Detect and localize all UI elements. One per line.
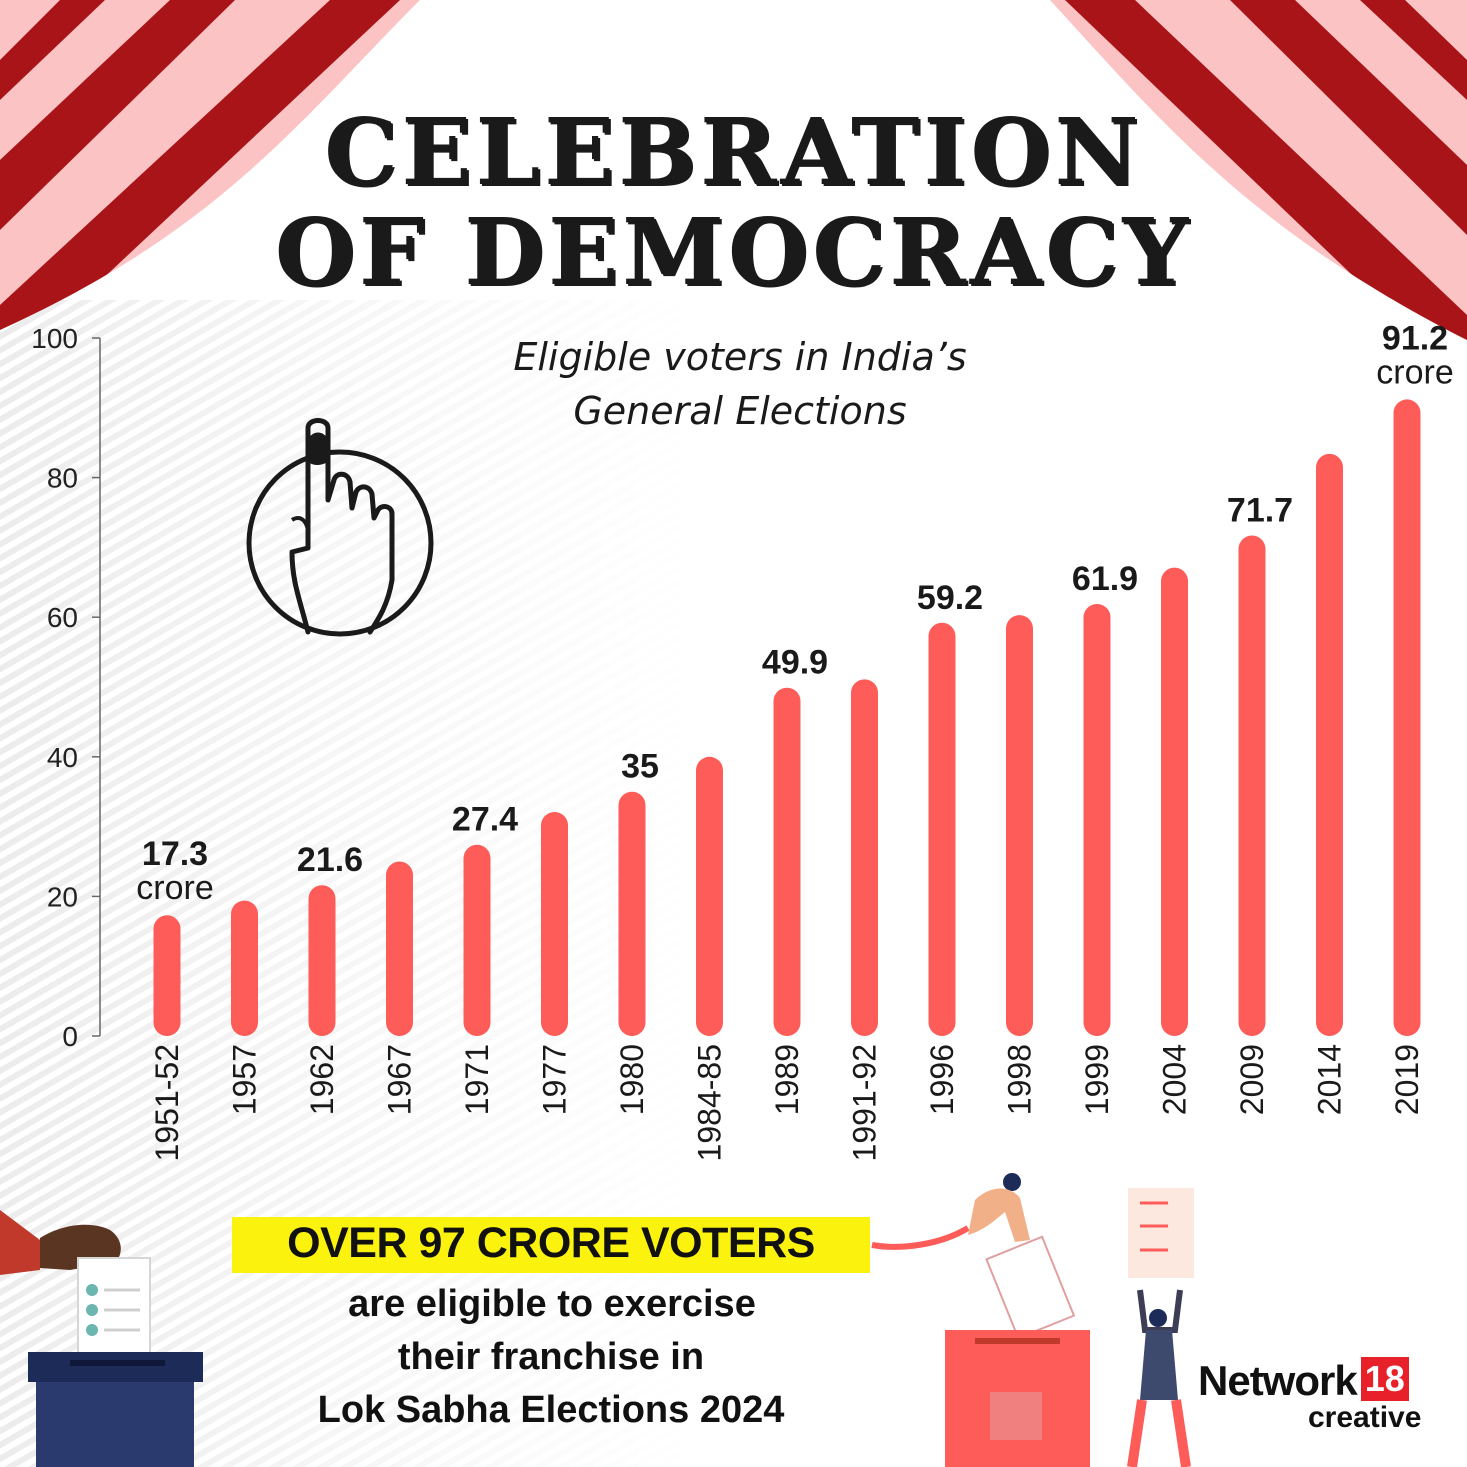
x-tick-label: 2014 <box>1312 1044 1348 1115</box>
data-label: 49.9 <box>762 644 828 682</box>
callout-line-3: Lok Sabha Elections 2024 <box>317 1389 785 1431</box>
data-label: 91.2 <box>1382 319 1448 357</box>
bar <box>1238 535 1266 1036</box>
x-tick-label: 1962 <box>304 1044 340 1115</box>
x-tick-label: 1999 <box>1079 1044 1115 1115</box>
voter-figure-icon <box>871 1173 1194 1467</box>
subtitle-line-1: Eligible voters in India’s <box>513 335 967 379</box>
data-label: 21.6 <box>297 841 363 879</box>
title-line-1: CELEBRATION <box>324 98 1143 206</box>
y-tick-label: 80 <box>47 463 78 494</box>
callout-headline: OVER 97 CRORE VOTERS <box>287 1219 815 1267</box>
y-tick-label: 100 <box>31 323 78 354</box>
chart-subtitle: Eligible voters in India’s General Elect… <box>440 330 1040 438</box>
bar <box>1006 615 1033 1036</box>
bar <box>463 844 491 1036</box>
bar <box>618 791 646 1036</box>
x-tick-label: 1951-52 <box>149 1044 185 1161</box>
x-tick-label: 1971 <box>459 1044 495 1115</box>
y-tick-label: 40 <box>47 742 78 773</box>
bar <box>1316 453 1343 1036</box>
data-label-unit: crore <box>136 869 213 907</box>
data-label-unit: crore <box>1376 353 1453 391</box>
bar <box>153 915 181 1036</box>
bar <box>1161 567 1188 1036</box>
brand-sub: creative <box>1308 1401 1422 1434</box>
y-tick-label: 60 <box>47 602 78 633</box>
subtitle-line-2: General Elections <box>573 389 907 433</box>
x-tick-label: 1984-85 <box>692 1044 728 1161</box>
x-tick-label: 2004 <box>1157 1044 1193 1115</box>
x-tick-label: 1957 <box>227 1044 263 1115</box>
brand-number: 18 <box>1360 1357 1409 1401</box>
x-tick-label: 1977 <box>537 1044 573 1115</box>
x-tick-label: 1991-92 <box>847 1044 883 1161</box>
y-tick-label: 20 <box>47 881 78 912</box>
data-label: 71.7 <box>1227 492 1293 530</box>
bar <box>773 687 801 1036</box>
x-tick-label: 2019 <box>1389 1044 1425 1115</box>
x-tick-label: 2009 <box>1234 1044 1270 1115</box>
x-tick-label: 1998 <box>1002 1044 1038 1115</box>
bar <box>696 756 723 1036</box>
data-label: 17.3 <box>142 835 208 873</box>
y-tick-label: 0 <box>62 1021 78 1052</box>
x-tick-label: 1967 <box>382 1044 418 1115</box>
data-label: 35 <box>621 748 659 786</box>
bar <box>1393 399 1421 1036</box>
x-tick-label: 1996 <box>924 1044 960 1115</box>
data-label: 59.2 <box>917 579 983 617</box>
bar <box>386 861 413 1036</box>
brand-logo: Network 18 creative <box>1198 1357 1448 1434</box>
x-tick-label: 1989 <box>769 1044 805 1115</box>
bar <box>928 622 956 1036</box>
brand-name: Network <box>1198 1357 1358 1404</box>
bar <box>1083 603 1111 1036</box>
bar <box>308 885 336 1036</box>
x-tick-label: 1980 <box>614 1044 650 1115</box>
ballot-box-icon <box>28 1352 203 1467</box>
data-label: 27.4 <box>452 801 518 839</box>
ballot-hand-icon <box>0 1210 151 1369</box>
callout-line-1: are eligible to exercise <box>348 1283 756 1325</box>
bar <box>231 900 258 1036</box>
data-label: 61.9 <box>1072 560 1138 598</box>
callout-line-2: their franchise in <box>397 1336 705 1378</box>
bar <box>851 679 878 1036</box>
bar <box>541 811 568 1036</box>
headline-highlight <box>232 1217 870 1273</box>
title-line-2: OF DEMOCRACY <box>274 198 1193 306</box>
